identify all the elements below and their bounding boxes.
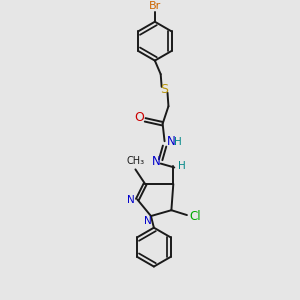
Text: S: S <box>160 83 169 96</box>
Text: N: N <box>167 135 176 148</box>
Text: N: N <box>127 194 134 205</box>
Text: N: N <box>152 155 160 168</box>
Text: N: N <box>144 216 152 226</box>
Text: H: H <box>174 137 182 147</box>
Text: Br: Br <box>149 1 161 11</box>
Text: Cl: Cl <box>190 209 202 223</box>
Text: O: O <box>134 111 144 124</box>
Text: CH₃: CH₃ <box>126 156 145 166</box>
Text: H: H <box>178 161 186 172</box>
